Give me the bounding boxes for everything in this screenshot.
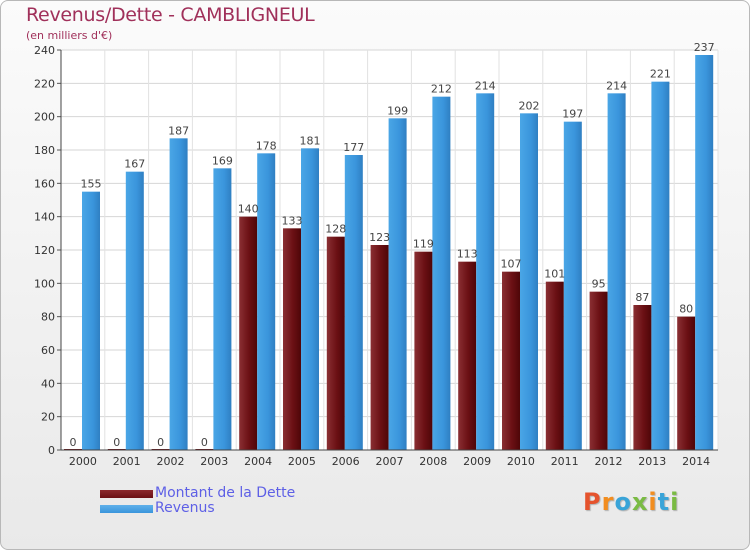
logo-letter: i: [648, 488, 658, 516]
bar-dette: [589, 291, 608, 450]
data-label-dette: 101: [544, 268, 565, 281]
data-label-revenus: 187: [168, 124, 189, 137]
y-tick-label: 160: [34, 177, 55, 190]
bar-revenus: [607, 93, 626, 450]
data-label-dette: 123: [369, 231, 390, 244]
data-label-dette: 119: [413, 238, 434, 251]
y-tick-label: 180: [34, 144, 55, 157]
data-label-dette: 0: [70, 436, 77, 449]
y-tick-label: 0: [48, 444, 55, 457]
bar-revenus: [257, 153, 276, 451]
data-label-dette: 128: [325, 223, 346, 236]
y-tick-label: 200: [34, 111, 55, 124]
y-tick-label: 80: [41, 311, 55, 324]
data-label-revenus: 197: [562, 108, 583, 121]
data-label-dette: 0: [157, 436, 164, 449]
data-label-revenus: 167: [124, 158, 145, 171]
data-label-revenus: 178: [256, 139, 277, 152]
y-tick-label: 220: [34, 77, 55, 90]
data-label-dette: 95: [592, 278, 606, 291]
logo-letter: P: [583, 488, 602, 516]
data-label-dette: 87: [635, 291, 649, 304]
bar-revenus: [651, 81, 670, 451]
legend-swatch-revenus: [100, 505, 153, 513]
data-label-revenus: 202: [519, 99, 540, 112]
y-tick-label: 20: [41, 411, 55, 424]
bar-dette: [458, 261, 477, 450]
bar-dette: [545, 281, 564, 450]
x-tick-label: 2007: [376, 455, 404, 468]
logo-letter: o: [614, 488, 632, 516]
bar-dette: [370, 245, 389, 450]
x-tick-label: 2012: [595, 455, 623, 468]
bar-revenus: [301, 148, 319, 451]
bar-dette: [414, 251, 433, 450]
bar-revenus: [125, 171, 144, 450]
x-tick-label: 2000: [69, 455, 97, 468]
bar-revenus: [213, 168, 232, 451]
x-tick-label: 2005: [288, 455, 316, 468]
x-tick-label: 2003: [200, 455, 228, 468]
data-label-revenus: 237: [694, 41, 715, 54]
x-tick-label: 2008: [419, 455, 447, 468]
data-label-revenus: 181: [300, 134, 321, 147]
bar-dette: [677, 316, 696, 450]
y-tick-label: 60: [41, 344, 55, 357]
x-tick-label: 2004: [244, 455, 272, 468]
data-label-dette: 133: [282, 214, 303, 227]
logo-letter: t: [657, 488, 671, 516]
bar-dette: [326, 236, 345, 450]
data-label-dette: 80: [679, 303, 693, 316]
bar-revenus: [169, 138, 188, 451]
bar-revenus: [695, 55, 714, 450]
legend-label-revenus: Revenus: [155, 500, 215, 516]
data-label-revenus: 199: [387, 104, 408, 117]
data-label-revenus: 155: [81, 178, 102, 191]
bar-revenus: [388, 118, 407, 450]
x-tick-label: 2013: [638, 455, 666, 468]
bar-revenus: [476, 93, 495, 450]
y-tick-label: 140: [34, 211, 55, 224]
bar-revenus: [82, 191, 100, 450]
x-tick-label: 2009: [463, 455, 491, 468]
proxiti-logo: Proxiti: [583, 488, 679, 516]
data-label-dette: 113: [457, 248, 478, 261]
bar-dette: [633, 305, 652, 450]
legend-swatch-dette: [100, 490, 153, 498]
x-tick-label: 2006: [332, 455, 360, 468]
data-label-dette: 0: [201, 436, 208, 449]
logo-letter: i: [670, 488, 680, 516]
data-label-revenus: 169: [212, 154, 233, 167]
data-label-dette: 107: [501, 258, 522, 271]
data-label-revenus: 177: [343, 141, 364, 154]
logo-letter: r: [601, 488, 615, 516]
bar-revenus: [344, 155, 363, 450]
data-label-dette: 0: [113, 436, 120, 449]
x-tick-label: 2001: [113, 455, 141, 468]
data-label-dette: 140: [238, 203, 259, 216]
bar-revenus: [520, 113, 538, 450]
y-tick-label: 40: [41, 377, 55, 390]
chart-title: Revenus/Dette - CAMBLIGNEUL: [26, 4, 315, 26]
x-tick-label: 2002: [157, 455, 185, 468]
data-label-revenus: 214: [475, 79, 496, 92]
data-label-revenus: 212: [431, 83, 452, 96]
bar-dette: [502, 271, 520, 450]
bar-dette: [239, 216, 258, 450]
x-tick-label: 2014: [682, 455, 710, 468]
bar-revenus: [563, 121, 582, 451]
bar-dette: [283, 228, 301, 450]
data-label-revenus: 221: [650, 68, 671, 81]
bar-revenus: [432, 96, 451, 451]
chart-subtitle: (en milliers d'€): [26, 29, 113, 42]
data-label-revenus: 214: [606, 79, 627, 92]
legend-label-dette: Montant de la Dette: [155, 485, 296, 501]
y-tick-label: 240: [34, 44, 55, 57]
y-tick-label: 100: [34, 277, 55, 290]
logo-letter: x: [631, 488, 649, 516]
y-tick-label: 120: [34, 244, 55, 257]
x-tick-label: 2011: [551, 455, 579, 468]
x-tick-label: 2010: [507, 455, 535, 468]
